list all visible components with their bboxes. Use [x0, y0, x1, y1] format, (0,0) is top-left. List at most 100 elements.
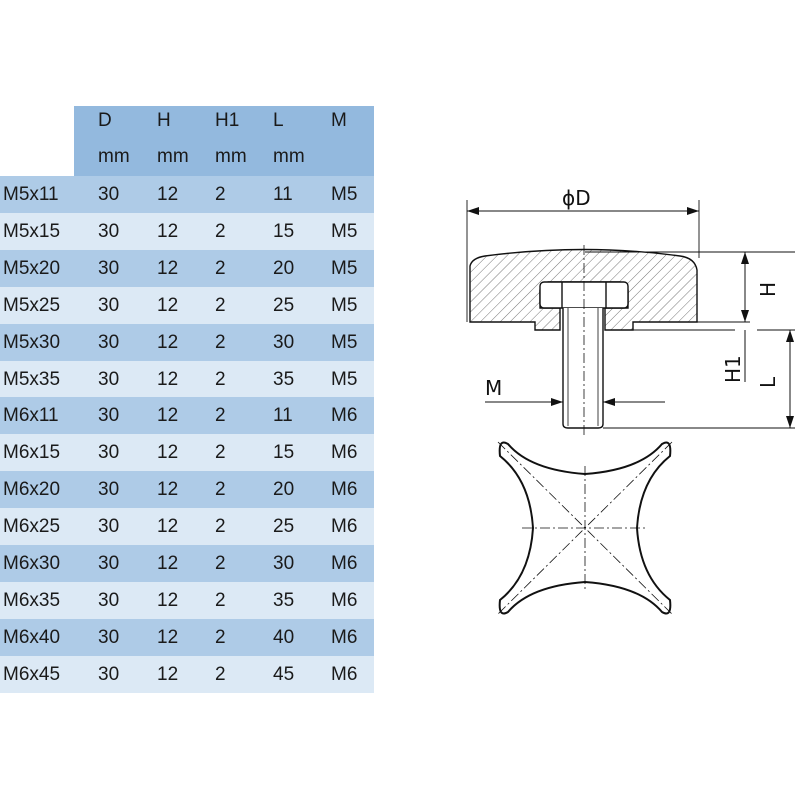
table-cell: M6x15: [3, 442, 61, 464]
table-row: M5x25 30 12 2 25 M5: [0, 286, 374, 324]
table-cell: 30: [98, 479, 120, 501]
table-cell: 30: [98, 331, 120, 353]
column-header-l: L: [273, 110, 284, 131]
table-cell: 12: [157, 368, 179, 390]
table-cell: M5: [331, 368, 358, 390]
table-cell: M6: [331, 479, 358, 501]
table-cell: 25: [273, 516, 295, 538]
table-cell: 30: [98, 405, 120, 427]
table-cell: M6x25: [3, 516, 61, 538]
table-cell: 30: [98, 663, 120, 685]
bolt-shaft: [562, 308, 604, 429]
table-cell: M6: [331, 553, 358, 574]
table-cell: M5: [331, 184, 358, 205]
table-cell: M5x15: [3, 220, 61, 242]
table-row: M6x15 30 12 2 15 M6: [0, 434, 374, 472]
table-row: M5x20 30 12 2 20 M5: [0, 249, 374, 287]
table-cell: M5x25: [3, 294, 61, 316]
table-cell: 35: [273, 589, 295, 611]
table-row: M6x35 30 12 2 35 M6: [0, 581, 374, 619]
table-cell: M5: [331, 257, 358, 279]
table-cell: 12: [157, 257, 179, 279]
table-cell: 2: [215, 220, 226, 242]
table-cell: M6: [331, 405, 358, 427]
column-unit: mm: [273, 146, 305, 167]
table-cell: M6x45: [3, 663, 61, 685]
table-cell: M6: [331, 442, 358, 464]
table-row: M6x20 30 12 2 20 M6: [0, 471, 374, 509]
diameter-label: ϕD: [562, 186, 591, 210]
table-cell: 2: [215, 553, 226, 574]
table-cell: 2: [215, 331, 226, 353]
column-header-m: M: [331, 110, 347, 131]
table-cell: 30: [273, 331, 295, 353]
knob-top-view: [498, 441, 672, 615]
table-cell: 12: [157, 553, 179, 574]
table-cell: M5x35: [3, 368, 61, 390]
table-cell: 2: [215, 626, 226, 648]
table-cell: 30: [98, 553, 120, 574]
thread-label: M: [485, 376, 502, 400]
table-row: M6x40 30 12 2 40 M6: [0, 618, 374, 656]
table-cell: 2: [215, 516, 226, 538]
table-cell: M6x20: [3, 479, 61, 501]
table-cell: 12: [157, 220, 179, 242]
table-cell: 12: [157, 331, 179, 353]
table-cell: 12: [157, 479, 179, 501]
table-cell: 30: [273, 553, 295, 574]
table-cell: M6: [331, 663, 358, 685]
table-cell: M5x30: [3, 331, 61, 353]
table-cell: 30: [98, 257, 120, 279]
column-unit: mm: [157, 146, 189, 167]
table-cell: 2: [215, 442, 226, 464]
table-cell: M6x40: [3, 626, 61, 648]
column-header-h: H: [157, 110, 171, 131]
table-row: M5x30 30 12 2 30 M5: [0, 323, 374, 361]
table-cell: 45: [273, 663, 295, 685]
table-cell: 35: [273, 368, 295, 390]
table-cell: 2: [215, 663, 226, 685]
table-cell: 30: [98, 589, 120, 611]
table-cell: 12: [157, 663, 179, 685]
height-label: H: [756, 282, 780, 297]
table-cell: 12: [157, 516, 179, 538]
table-cell: 2: [215, 294, 226, 316]
h1-label: H1: [721, 355, 745, 383]
table-cell: M5: [331, 294, 358, 316]
table-cell: 12: [157, 294, 179, 316]
table-cell: 12: [157, 405, 179, 427]
table-cell: 12: [157, 626, 179, 648]
table-row: M5x11 30 12 2 11 M5: [0, 176, 374, 213]
table-cell: 12: [157, 589, 179, 611]
table-cell: 15: [273, 442, 295, 464]
table-cell: 30: [98, 184, 120, 205]
table-cell: 40: [273, 626, 295, 648]
table-cell: M5: [331, 220, 358, 242]
table-row: M6x11 30 12 2 11 M6: [0, 397, 374, 435]
table-cell: M5: [331, 331, 358, 353]
table-cell: 25: [273, 294, 295, 316]
table-cell: 2: [215, 479, 226, 501]
table-cell: M6x35: [3, 589, 61, 611]
table-row: M6x30 30 12 2 30 M6: [0, 545, 374, 582]
table-cell: 15: [273, 220, 295, 242]
table-cell: M6: [331, 626, 358, 648]
table-cell: M6x11: [3, 405, 59, 427]
table-cell: 12: [157, 184, 179, 205]
table-cell: 2: [215, 184, 226, 205]
table-cell: M6x30: [3, 553, 61, 574]
table-cell: 30: [98, 220, 120, 242]
table-cell: M5x11: [3, 184, 59, 205]
table-cell: 20: [273, 479, 295, 501]
column-header-d: D: [98, 110, 112, 131]
table-cell: 20: [273, 257, 295, 279]
table-cell: M6: [331, 516, 358, 538]
table-row: M6x25 30 12 2 25 M6: [0, 508, 374, 546]
table-cell: 2: [215, 405, 226, 427]
table-cell: 11: [273, 184, 293, 205]
table-cell: 2: [215, 589, 226, 611]
column-unit: mm: [215, 146, 247, 167]
table-cell: 30: [98, 442, 120, 464]
